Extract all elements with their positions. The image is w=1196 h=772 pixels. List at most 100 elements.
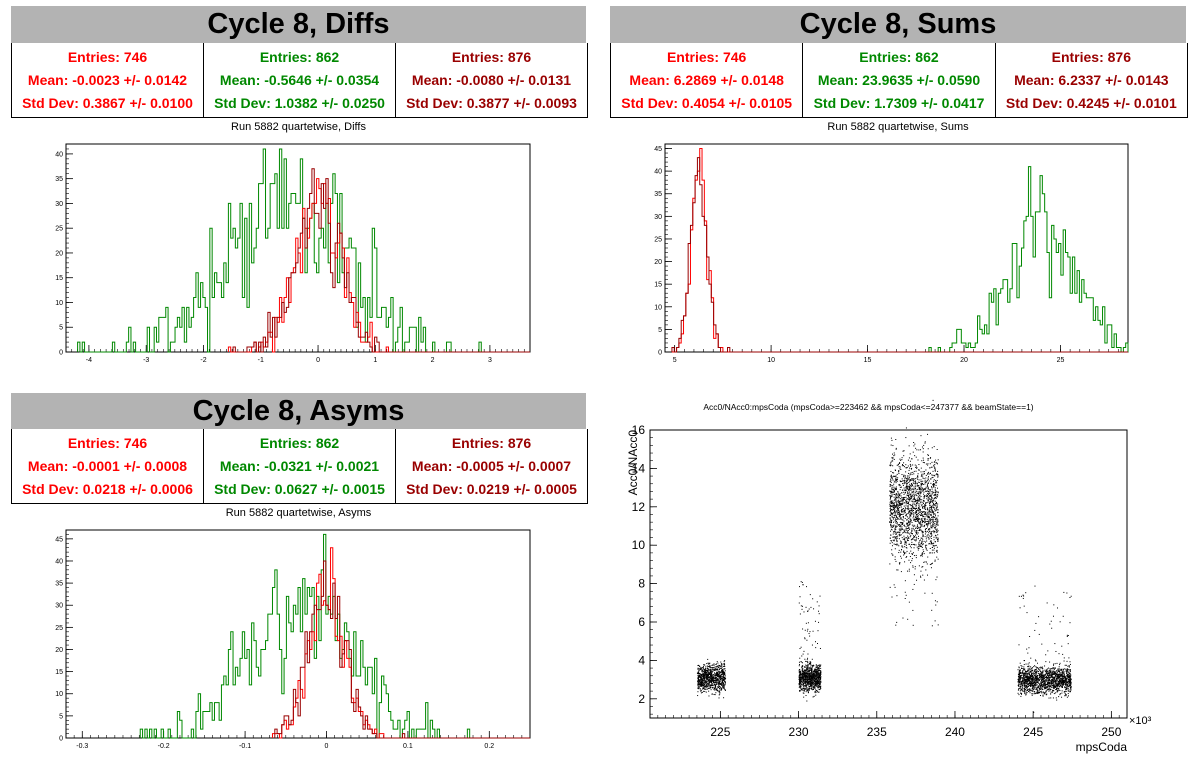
scatter-point <box>1046 686 1048 688</box>
scatter-point <box>930 511 932 513</box>
scatter-point <box>899 513 901 515</box>
scatter-point <box>805 677 807 679</box>
scatter-point <box>891 505 893 507</box>
scatter-point <box>1047 674 1049 676</box>
scatter-point <box>916 531 918 533</box>
scatter-point <box>935 497 937 499</box>
scatter-point <box>910 478 912 480</box>
scatter-point <box>820 676 822 678</box>
scatter-point <box>925 502 927 504</box>
scatter-point <box>910 485 912 487</box>
scatter-point <box>921 532 923 534</box>
scatter-point <box>813 669 815 671</box>
scatter-point <box>1046 684 1048 686</box>
scatter-point <box>933 492 935 494</box>
scatter-point <box>804 637 806 639</box>
scatter-point <box>717 669 719 671</box>
scatter-point <box>890 530 892 532</box>
scatter-point <box>709 665 711 667</box>
scatter-point <box>912 609 914 611</box>
scatter-point <box>894 509 896 511</box>
scatter-point <box>704 674 706 676</box>
scatter-point <box>718 666 720 668</box>
scatter-point <box>898 515 900 517</box>
scatter-point <box>805 675 807 677</box>
scatter-point <box>818 667 820 669</box>
scatter-point <box>904 512 906 514</box>
scatter-point <box>807 668 809 670</box>
scatter-point <box>909 545 911 547</box>
y-tick-label: 15 <box>55 275 63 282</box>
scatter-point <box>710 675 712 677</box>
scatter-point <box>937 476 939 478</box>
scatter-point <box>715 663 717 665</box>
scatter-point <box>903 554 905 556</box>
scatter-point <box>812 672 814 674</box>
scatter-point <box>701 679 703 681</box>
scatter-point <box>930 533 932 535</box>
scatter-point <box>701 677 703 679</box>
scatter-point <box>1026 686 1028 688</box>
scatter-point <box>817 682 819 684</box>
scatter-point <box>704 670 706 672</box>
scatter-point <box>915 488 917 490</box>
scatter-point <box>890 510 892 512</box>
scatter-point <box>934 490 936 492</box>
scatter-point <box>929 564 931 566</box>
scatter-point <box>803 671 805 673</box>
scatter-point <box>810 606 812 608</box>
scatter-point <box>908 601 910 603</box>
scatter-point <box>890 523 892 525</box>
scatter-point <box>814 673 816 675</box>
scatter-point <box>902 532 904 534</box>
scatter-point <box>915 511 917 513</box>
scatter-point <box>900 517 902 519</box>
scatter-point <box>903 474 905 476</box>
scatter-point <box>804 629 806 631</box>
scatter-point <box>809 673 811 675</box>
scatter-point <box>1051 682 1053 684</box>
scatter-point <box>722 676 724 678</box>
scatter-point <box>897 463 899 465</box>
scatter-point <box>721 682 723 684</box>
scatter-point <box>925 547 927 549</box>
scatter-point <box>896 522 898 524</box>
scatter-point <box>1024 682 1026 684</box>
scatter-point <box>819 673 821 675</box>
scatter-point <box>899 462 901 464</box>
y-tick-label: 2 <box>638 692 645 706</box>
scatter-point <box>917 549 919 551</box>
scatter-point <box>803 687 805 689</box>
scatter-point <box>890 534 892 536</box>
scatter-point <box>814 687 816 689</box>
scatter-point <box>711 682 713 684</box>
scatter-point <box>921 446 923 448</box>
scatter-point <box>801 665 803 667</box>
scatter-point <box>722 665 724 667</box>
scatter-point <box>1038 673 1040 675</box>
scatter-point <box>891 517 893 519</box>
scatter-point <box>924 441 926 443</box>
scatter-point <box>903 487 905 489</box>
scatter-point <box>925 503 927 505</box>
scatter-point <box>713 667 715 669</box>
scatter-point <box>1024 682 1026 684</box>
scatter-point <box>812 665 814 667</box>
scatter-point <box>936 522 938 524</box>
scatter-point <box>933 532 935 534</box>
scatter-point <box>819 672 821 674</box>
scatter-point <box>925 487 927 489</box>
scatter-point <box>700 667 702 669</box>
scatter-point <box>712 669 714 671</box>
scatter-point <box>799 677 801 679</box>
scatter-point <box>801 678 803 680</box>
scatter-point <box>813 608 815 610</box>
scatter-point <box>934 480 936 482</box>
scatter-point <box>916 484 918 486</box>
scatter-point <box>702 668 704 670</box>
y-tick-label: 25 <box>55 625 63 632</box>
scatter-point <box>722 672 724 674</box>
scatter-point <box>919 544 921 546</box>
scatter-point <box>916 517 918 519</box>
scatter-point <box>1063 677 1065 679</box>
